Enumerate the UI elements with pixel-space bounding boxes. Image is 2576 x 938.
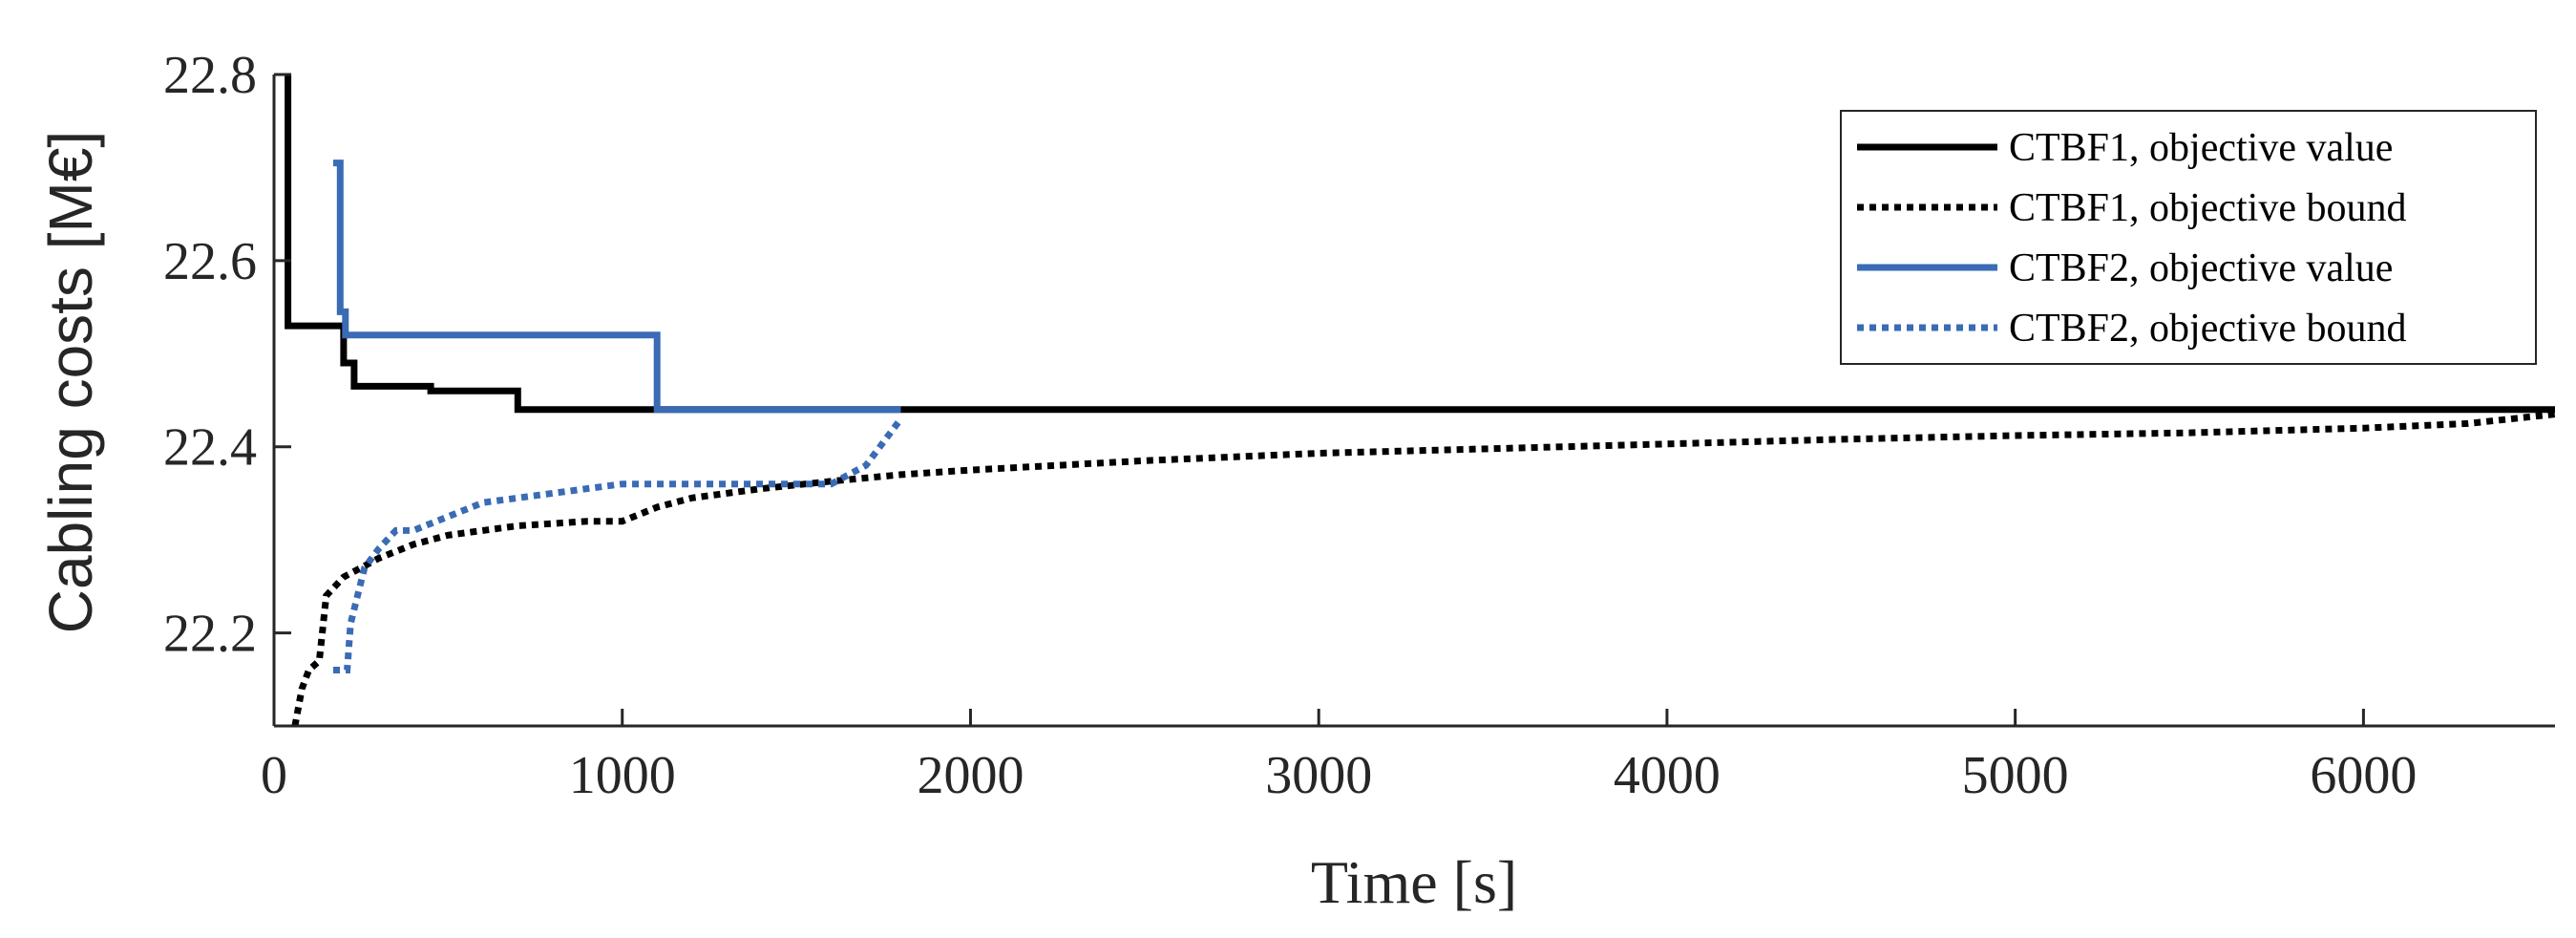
axes <box>272 75 2555 728</box>
y-tick-label: 22.2 <box>163 605 257 664</box>
x-tick-label: 3000 <box>1265 746 1372 805</box>
series-line-ctbf1-objective-bound <box>291 411 2556 727</box>
legend-label-ctbf1-objective-value: CTBF1, objective value <box>2009 126 2393 170</box>
legend: CTBF1, objective value CTBF1, objective b… <box>1840 110 2537 365</box>
x-ticks: 0 1000 2000 3000 4000 5000 6000 <box>261 709 2417 805</box>
x-tick-label: 0 <box>261 746 287 805</box>
x-tick-label: 5000 <box>1962 746 2069 805</box>
x-tick-label: 1000 <box>569 746 676 805</box>
series-line-ctbf1-objective-value <box>285 75 2555 414</box>
y-tick-label: 22.4 <box>163 418 257 478</box>
legend-box <box>1840 110 2537 365</box>
y-axis-title: Cabling costs [M€] <box>36 131 105 633</box>
legend-label-ctbf2-objective-bound: CTBF2, objective bound <box>2009 307 2406 351</box>
y-ticks: 22.2 22.4 22.6 22.8 <box>163 46 291 664</box>
series-line-ctbf2-objective-bound <box>333 416 904 673</box>
legend-label-ctbf2-objective-value: CTBF2, objective value <box>2009 246 2393 290</box>
x-tick-label: 6000 <box>2310 746 2417 805</box>
x-tick-label: 4000 <box>1614 746 1721 805</box>
plot-lines <box>285 75 2556 727</box>
x-axis-title: Time [s] <box>1311 848 1517 916</box>
y-tick-label: 22.8 <box>163 46 257 105</box>
x-tick-label: 2000 <box>917 746 1024 805</box>
y-tick-label: 22.6 <box>163 232 257 291</box>
series-line-ctbf2-objective-value <box>333 160 901 414</box>
legend-label-ctbf1-objective-bound: CTBF1, objective bound <box>2009 186 2406 230</box>
